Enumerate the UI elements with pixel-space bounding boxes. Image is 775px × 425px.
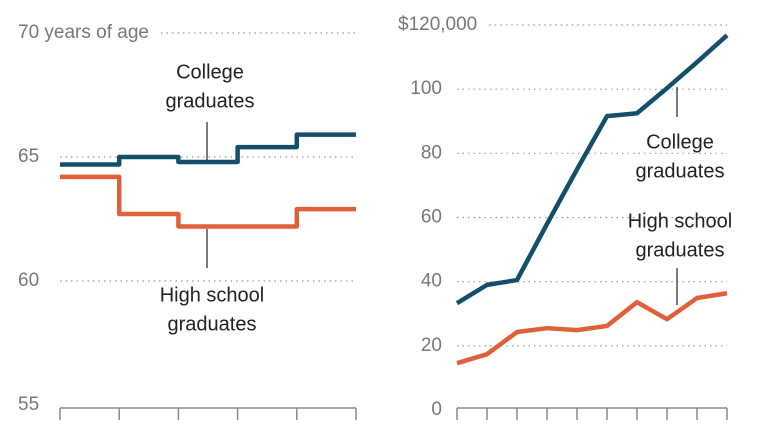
annotation: graduates	[166, 90, 255, 112]
series-line	[60, 132, 356, 167]
y-tick-label: 60	[18, 270, 39, 291]
y-tick-label: 20	[421, 335, 442, 356]
annotation: graduates	[636, 239, 725, 261]
y-tick-label: 100	[410, 78, 442, 99]
series-line	[456, 290, 728, 366]
y-tick-label: 70 years of age	[18, 22, 149, 43]
annotation: High school	[628, 210, 733, 232]
y-tick-label: 80	[421, 142, 442, 163]
y-tick-label: 65	[18, 146, 39, 167]
annotation: High school	[160, 284, 265, 306]
annotation: College	[176, 61, 244, 83]
y-tick-label: 55	[18, 394, 39, 415]
y-tick-label: 40	[421, 271, 442, 292]
series-line	[60, 174, 356, 229]
y-tick-label: $120,000	[398, 14, 477, 35]
annotation: graduates	[636, 160, 725, 182]
y-tick-label: 0	[431, 399, 442, 420]
annotation: College	[646, 131, 714, 153]
series-line	[455, 33, 729, 306]
annotation: graduates	[168, 313, 257, 335]
y-tick-label: 60	[421, 207, 442, 228]
